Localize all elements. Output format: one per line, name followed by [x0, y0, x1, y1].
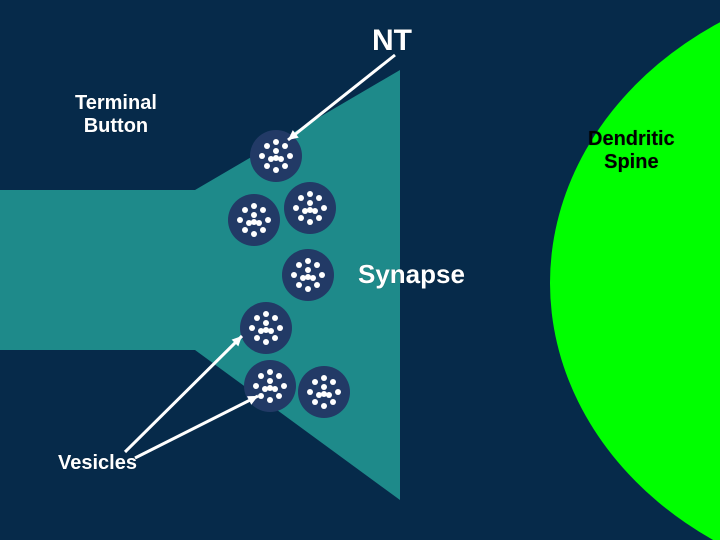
dendritic-spine-shape	[550, 0, 720, 540]
vesicle	[244, 360, 296, 412]
label-terminal-button: Terminal Button	[75, 92, 157, 138]
pointer-arrow	[135, 396, 258, 458]
synapse-diagram: NT Terminal Button Dendritic Spine Synap…	[0, 0, 720, 540]
vesicle	[228, 194, 280, 246]
terminal-button-shape	[0, 70, 400, 500]
vesicle	[284, 182, 336, 234]
label-dendritic-spine: Dendritic Spine	[588, 128, 675, 174]
label-nt: NT	[372, 24, 412, 59]
label-synapse: Synapse	[358, 260, 465, 290]
vesicle	[282, 249, 334, 301]
vesicle	[298, 366, 350, 418]
vesicle	[240, 302, 292, 354]
label-vesicles: Vesicles	[58, 452, 137, 475]
